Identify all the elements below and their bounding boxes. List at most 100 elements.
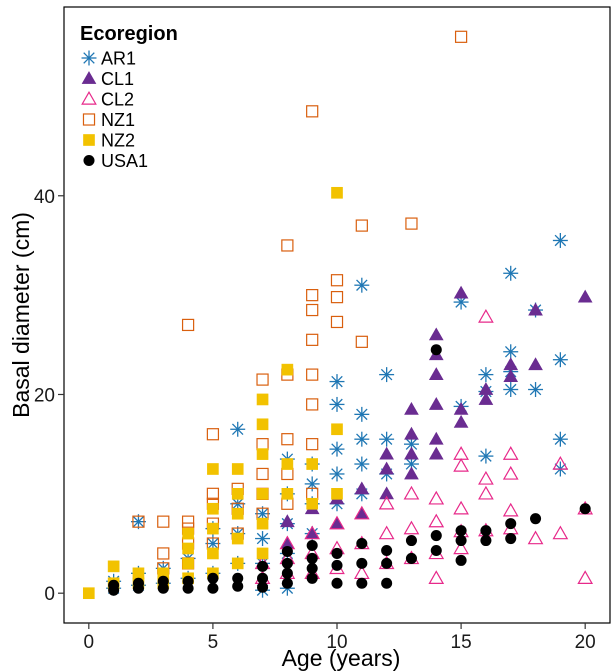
legend-label-usa1: USA1 <box>101 151 148 171</box>
point-nz2 <box>231 463 244 475</box>
point-nz1 <box>330 274 344 287</box>
point-cl2 <box>453 446 469 460</box>
point-nz2 <box>256 547 269 560</box>
point-ar1 <box>379 367 395 383</box>
point-cl1 <box>453 401 469 415</box>
point-nz1 <box>330 315 344 329</box>
point-nz1 <box>206 487 220 500</box>
y-tick-label: 40 <box>34 187 55 208</box>
point-usa1 <box>480 525 492 537</box>
point-cl1 <box>379 461 394 475</box>
point-cl1 <box>280 514 295 528</box>
point-cl2 <box>502 502 519 517</box>
point-usa1 <box>132 577 144 589</box>
point-nz2 <box>281 363 294 376</box>
point-usa1 <box>331 547 343 559</box>
point-cl2 <box>428 490 445 505</box>
point-cl2 <box>453 457 469 472</box>
point-cl1 <box>453 414 469 428</box>
point-nz1 <box>355 219 368 232</box>
point-nz2 <box>331 488 343 500</box>
point-nz2 <box>207 463 219 475</box>
point-nz1 <box>256 373 269 386</box>
legend-label-ar1: AR1 <box>101 49 136 69</box>
point-nz2 <box>182 557 194 570</box>
point-ar1 <box>354 431 370 447</box>
point-usa1 <box>182 575 194 587</box>
point-cl1 <box>528 357 543 371</box>
point-nz1 <box>181 515 195 528</box>
point-usa1 <box>455 525 467 537</box>
point-nz2 <box>256 517 269 530</box>
point-cl1 <box>428 431 444 445</box>
point-usa1 <box>430 344 442 356</box>
legend-label-nz2: NZ2 <box>101 131 135 151</box>
legend-item-cl2: CL2 <box>81 90 134 110</box>
point-usa1 <box>257 572 269 584</box>
point-cl1 <box>428 367 444 381</box>
point-nz2 <box>256 448 269 460</box>
point-usa1 <box>306 562 318 574</box>
point-nz2 <box>306 497 319 510</box>
point-cl1 <box>404 466 419 480</box>
point-cl2 <box>453 500 469 515</box>
point-nz2 <box>256 488 269 500</box>
point-cl2 <box>378 495 395 510</box>
point-cl1 <box>404 426 419 440</box>
point-cl2 <box>502 465 519 480</box>
point-nz1 <box>306 105 319 118</box>
legend-item-nz2: NZ2 <box>83 131 135 151</box>
point-usa1 <box>281 577 293 589</box>
point-cl1 <box>478 392 494 405</box>
point-usa1 <box>381 544 393 556</box>
point-usa1 <box>430 544 442 556</box>
point-nz2 <box>231 532 244 545</box>
point-usa1 <box>157 575 169 587</box>
point-cl2 <box>478 470 494 485</box>
point-nz2 <box>231 488 244 500</box>
point-cl2 <box>403 520 420 535</box>
point-usa1 <box>207 582 219 594</box>
point-usa1 <box>455 554 467 566</box>
point-nz2 <box>281 488 294 500</box>
point-cl1 <box>379 486 394 500</box>
point-nz2 <box>231 557 244 570</box>
point-usa1 <box>381 557 393 569</box>
point-cl1 <box>453 285 469 299</box>
point-ar1 <box>552 352 568 368</box>
x-axis-title: Age (years) <box>282 645 401 671</box>
point-cl1 <box>503 369 519 383</box>
point-nz2 <box>281 458 294 470</box>
point-usa1 <box>281 557 293 569</box>
point-cl2 <box>329 515 345 530</box>
point-ar1 <box>329 374 345 390</box>
point-cl2 <box>428 570 445 585</box>
point-nz2 <box>231 507 244 520</box>
point-usa1 <box>331 577 343 589</box>
legend-label-cl2: CL2 <box>101 90 134 110</box>
point-usa1 <box>356 537 368 550</box>
point-nz1 <box>355 335 368 348</box>
point-usa1 <box>331 559 343 571</box>
point-nz1 <box>330 290 344 304</box>
point-ar1 <box>230 421 246 437</box>
point-cl2 <box>304 525 321 540</box>
point-cl1 <box>428 446 444 460</box>
x-tick-label: 20 <box>575 632 596 653</box>
x-tick-label: 10 <box>326 632 347 653</box>
legend-key-nz1 <box>82 113 96 126</box>
point-nz2 <box>256 418 269 431</box>
legend-item-usa1: USA1 <box>83 151 148 171</box>
point-usa1 <box>281 545 293 557</box>
point-usa1 <box>356 557 368 569</box>
point-nz2 <box>331 423 343 436</box>
y-tick-label: 20 <box>34 385 55 406</box>
legend-title: Ecoregion <box>80 23 178 45</box>
point-nz1 <box>132 515 145 528</box>
point-cl1 <box>379 446 394 460</box>
point-nz2 <box>331 186 343 199</box>
point-ar1 <box>552 233 568 248</box>
point-cl1 <box>528 302 543 316</box>
